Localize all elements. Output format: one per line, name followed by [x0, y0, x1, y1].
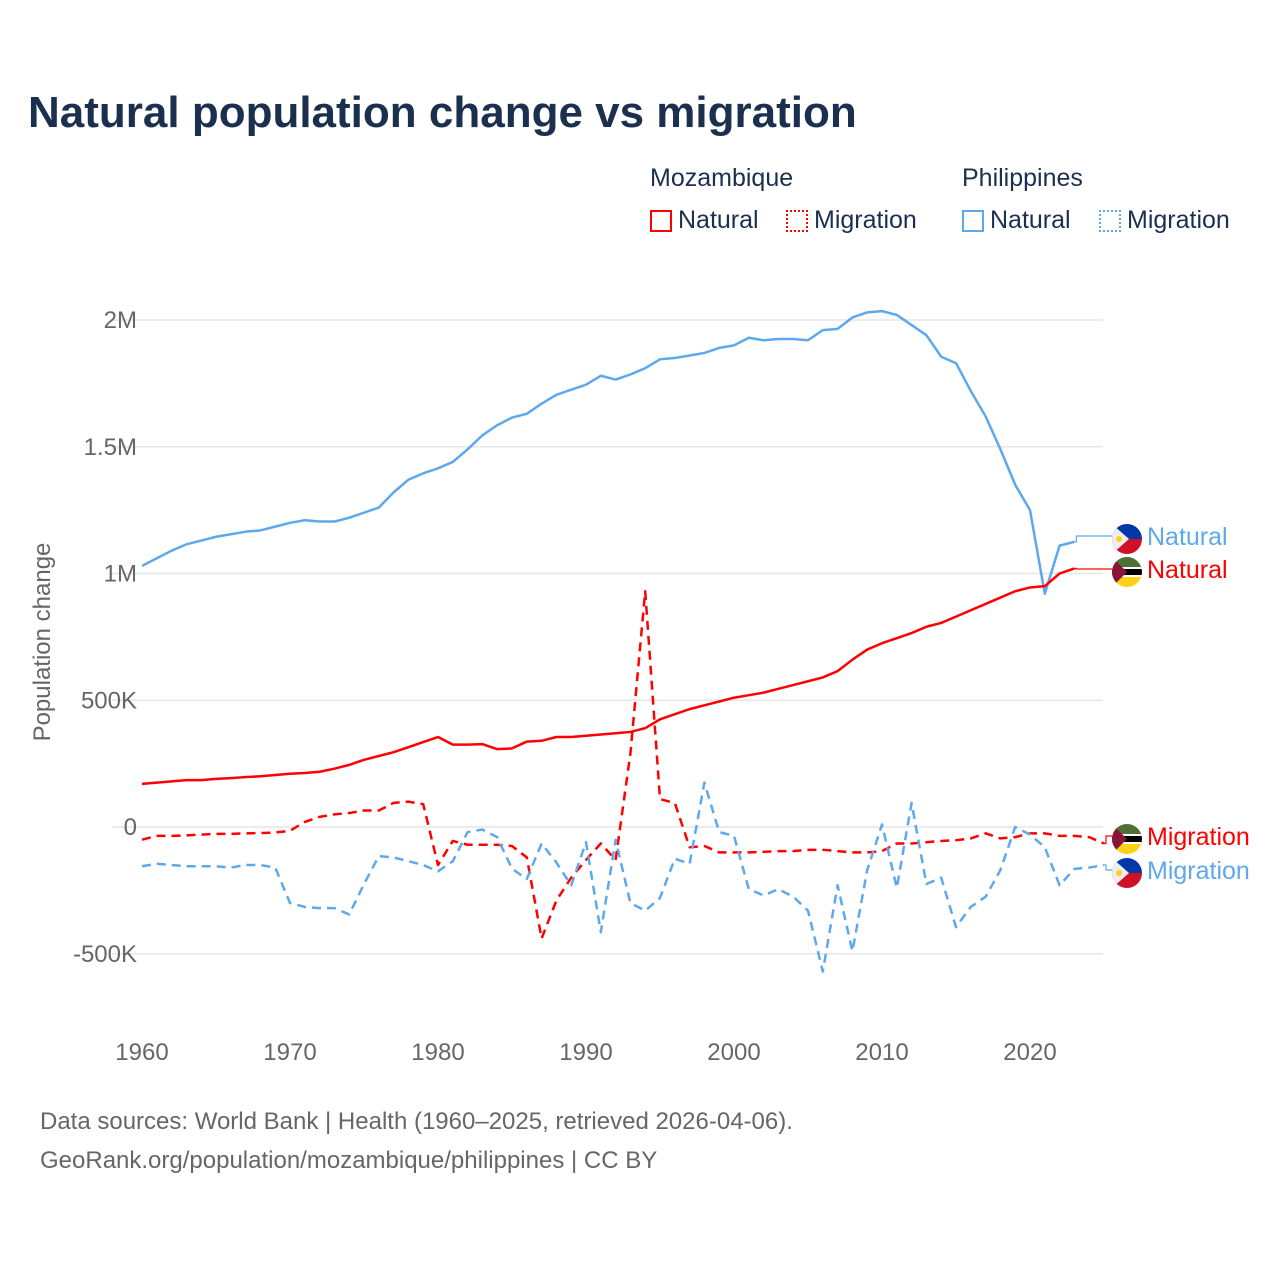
x-tick-label: 2020 [1003, 1039, 1056, 1066]
series-end-label: Natural [1147, 523, 1228, 551]
x-tick-label: 1960 [115, 1039, 168, 1066]
legend-label: Migration [1127, 206, 1230, 234]
legend-item-philippines-migration[interactable]: Migration [1099, 206, 1230, 235]
x-tick-label: 2010 [855, 1039, 908, 1066]
mozambique-flag-icon [1112, 824, 1142, 854]
legend-group-mozambique: Mozambique [650, 164, 794, 192]
legend-label: Natural [678, 206, 759, 234]
y-tick-label: 1.5M [84, 434, 137, 461]
source-line: Data sources: World Bank | Health (1960–… [40, 1108, 793, 1135]
y-tick-label: 500K [81, 687, 137, 714]
series-line-philippines-natural [141, 309, 1075, 596]
y-axis-label: Population change [29, 543, 56, 742]
y-tick-label: -500K [73, 941, 137, 968]
series-end-label: Migration [1147, 857, 1250, 885]
legend-swatch-dotted [786, 209, 808, 232]
legend-item-philippines-natural[interactable]: Natural [962, 206, 1071, 235]
label-connector [1104, 835, 1112, 845]
series-end-label: Natural [1147, 556, 1228, 584]
label-connector [1104, 864, 1112, 871]
x-tick-label: 2000 [707, 1039, 760, 1066]
label-connector [1074, 535, 1112, 543]
y-tick-label: 0 [124, 814, 137, 841]
series-line-mozambique-natural [141, 567, 1075, 786]
x-tick-label: 1970 [263, 1039, 316, 1066]
page-title: Natural population change vs migration [28, 88, 857, 137]
series-line-philippines-migration [141, 781, 1105, 973]
y-tick-label: 1M [104, 561, 137, 588]
series-line-mozambique-migration [141, 589, 1105, 940]
label-connector [1074, 567, 1112, 570]
legend-label: Natural [990, 206, 1071, 234]
philippines-flag-icon [1112, 858, 1142, 888]
legend-item-mozambique-migration[interactable]: Migration [786, 206, 917, 235]
x-tick-label: 1990 [559, 1039, 612, 1066]
series-end-label: Migration [1147, 823, 1250, 851]
legend-swatch-solid [650, 209, 672, 232]
legend-swatch-solid [962, 209, 984, 232]
legend-group-philippines: Philippines [962, 164, 1083, 192]
mozambique-flag-icon [1112, 557, 1142, 587]
philippines-flag-icon [1112, 524, 1142, 554]
attribution-line[interactable]: GeoRank.org/population/mozambique/philip… [40, 1147, 658, 1174]
x-tick-label: 1980 [411, 1039, 464, 1066]
y-tick-label: 2M [104, 307, 137, 334]
legend-swatch-dotted [1099, 209, 1121, 232]
legend-item-mozambique-natural[interactable]: Natural [650, 206, 759, 235]
legend-label: Migration [814, 206, 917, 234]
